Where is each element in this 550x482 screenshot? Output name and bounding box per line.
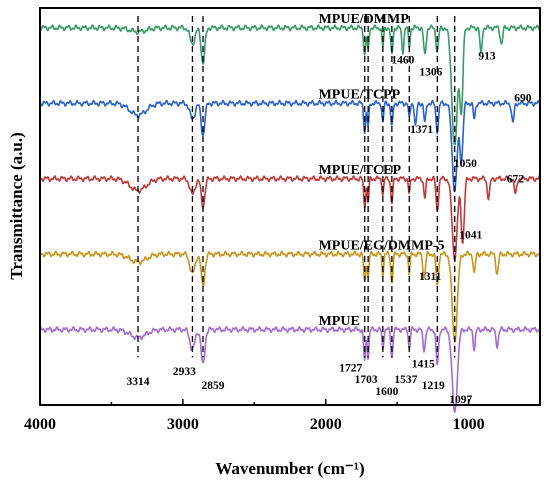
x-tick-group: 4000 3000 2000 1000 — [24, 399, 541, 433]
series-line — [39, 175, 541, 262]
series-label: MPUE/EG/DMMP-5 — [319, 238, 445, 253]
series-line — [39, 24, 541, 146]
peak-label: 3314 — [127, 376, 150, 388]
x-axis-title: Wavenumber (cm⁻¹) — [215, 459, 364, 478]
peak-label: 2859 — [202, 380, 225, 392]
peak-label: 2933 — [173, 366, 196, 378]
series-line — [39, 99, 541, 193]
spectra-group — [39, 24, 541, 413]
x-tick-label: 4000 — [24, 416, 56, 433]
peak-label: 1097 — [449, 394, 472, 406]
y-axis-title: Transmittance (a.u.) — [7, 132, 26, 279]
peak-label: 1311 — [419, 271, 442, 283]
series-line — [39, 326, 541, 413]
series-line — [39, 250, 541, 343]
series-label: MPUE/DMMP — [319, 12, 410, 27]
peak-label: 913 — [478, 51, 496, 63]
peak-label: 1537 — [394, 374, 417, 386]
x-tick-label: 1000 — [453, 416, 485, 433]
peak-label: 1306 — [419, 66, 442, 78]
x-tick-label: 2000 — [310, 416, 342, 433]
series-label-group: MPUE/DMMP MPUE/TCPP MPUE/TCEP MPUE/EG/DMMP-… — [319, 12, 445, 329]
peak-label: 672 — [507, 174, 525, 186]
peak-label: 1727 — [339, 362, 362, 374]
series-label: MPUE/TCPP — [319, 88, 401, 103]
x-axis-title-text: Wavenumber (cm⁻¹) — [215, 459, 364, 478]
plot-frame — [39, 7, 541, 406]
series-label: MPUE — [319, 314, 360, 329]
peak-label: 690 — [514, 92, 532, 104]
peak-label: 1050 — [454, 158, 477, 170]
peak-label: 1041 — [459, 229, 482, 241]
x-tick-label: 3000 — [167, 416, 199, 433]
peak-label: 1460 — [391, 55, 414, 67]
y-axis-title-text: Transmittance (a.u.) — [7, 132, 26, 279]
dashed-marker-group — [137, 15, 456, 358]
peak-label: 1415 — [412, 358, 435, 370]
peak-label: 1219 — [422, 380, 445, 392]
peak-label: 1600 — [375, 386, 398, 398]
series-label: MPUE/TCEP — [319, 163, 402, 178]
peak-label: 1703 — [355, 374, 378, 386]
peak-label: 1371 — [410, 124, 433, 136]
